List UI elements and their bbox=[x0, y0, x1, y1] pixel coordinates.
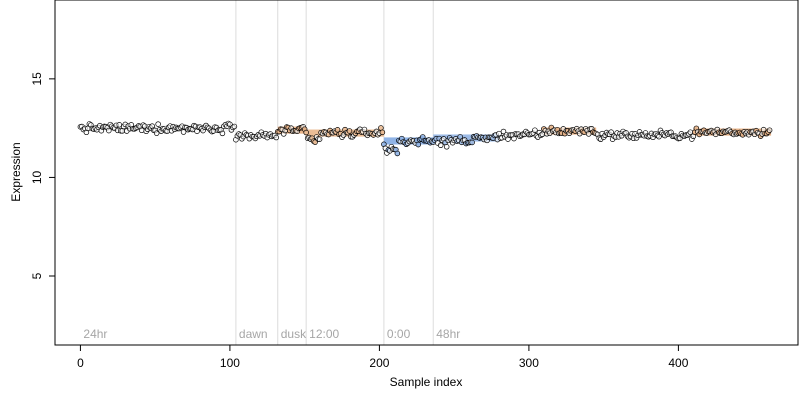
annotation-label: dawn bbox=[239, 327, 268, 341]
annotation-labels: 24hr dawn dusk 12:00 0:00 48hr bbox=[83, 327, 460, 341]
data-point bbox=[180, 129, 187, 135]
data-point bbox=[457, 134, 463, 140]
data-point bbox=[608, 129, 614, 135]
data-point bbox=[656, 133, 662, 140]
x-tick-label: 0 bbox=[77, 356, 84, 370]
y-axis: 5 10 15 bbox=[30, 72, 56, 279]
x-tick-label: 200 bbox=[369, 356, 389, 370]
y-tick-label: 15 bbox=[30, 72, 44, 86]
data-point bbox=[766, 127, 773, 133]
annotation-label: 48hr bbox=[436, 327, 460, 341]
data-point bbox=[532, 127, 538, 133]
data-point bbox=[273, 134, 280, 141]
data-point bbox=[116, 122, 123, 128]
data-point bbox=[443, 144, 450, 150]
y-tick-label: 5 bbox=[30, 272, 44, 279]
annotation-label: 12:00 bbox=[309, 327, 339, 341]
data-point bbox=[316, 136, 323, 142]
x-tick-label: 400 bbox=[668, 356, 688, 370]
data-points bbox=[77, 120, 773, 157]
data-point bbox=[511, 135, 517, 142]
data-point bbox=[500, 128, 507, 135]
data-point bbox=[119, 128, 126, 134]
annotation-label: dusk bbox=[281, 327, 307, 341]
data-point bbox=[496, 130, 502, 137]
data-point bbox=[106, 127, 112, 134]
data-point bbox=[585, 131, 592, 137]
x-tick-label: 100 bbox=[220, 356, 240, 370]
data-point bbox=[219, 130, 226, 137]
x-axis: 0 100 200 300 400 bbox=[77, 344, 689, 370]
data-point bbox=[394, 150, 401, 157]
data-point bbox=[231, 123, 238, 130]
x-axis-title: Sample index bbox=[390, 375, 463, 389]
data-point bbox=[153, 130, 160, 136]
x-tick-label: 300 bbox=[519, 356, 539, 370]
data-point bbox=[437, 142, 444, 148]
data-point bbox=[379, 129, 386, 136]
data-point bbox=[303, 129, 309, 136]
y-tick-label: 10 bbox=[30, 170, 44, 184]
plot-frame bbox=[54, 0, 799, 346]
data-point bbox=[469, 139, 475, 146]
data-point bbox=[415, 141, 422, 148]
annotation-lines bbox=[235, 0, 434, 345]
data-point bbox=[346, 128, 353, 134]
annotation-label: 0:00 bbox=[387, 327, 411, 341]
data-point bbox=[155, 121, 161, 127]
annotation-label: 24hr bbox=[83, 327, 107, 341]
y-axis-title: Expression bbox=[9, 142, 23, 201]
